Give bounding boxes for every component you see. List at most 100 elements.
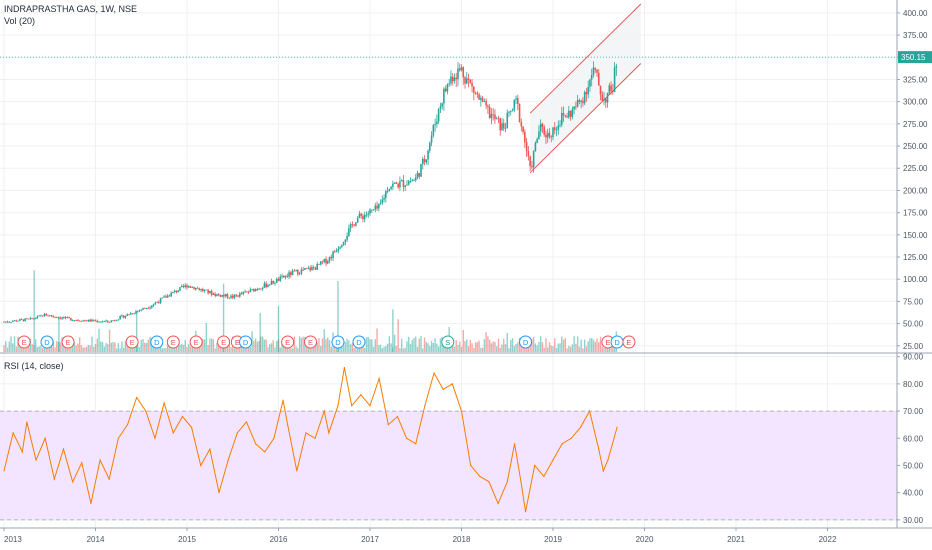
volume-bar (541, 342, 544, 352)
candle-body (520, 122, 523, 127)
volume-bar (344, 341, 347, 352)
event-marker-label: E (626, 338, 631, 347)
rsi-point (369, 405, 371, 407)
rsi-point (273, 437, 275, 439)
candle-body (404, 185, 406, 187)
candle-body (321, 261, 324, 263)
candle-body (34, 318, 37, 319)
volume-bar (459, 341, 461, 352)
candle-body (420, 164, 422, 177)
rsi-point (108, 478, 110, 480)
candle-body (205, 289, 208, 291)
volume-bar (566, 348, 568, 352)
candle-body (583, 92, 586, 104)
candle-body (77, 320, 79, 321)
year-tick-label: 2013 (4, 535, 22, 544)
candle-body (478, 94, 480, 100)
candle-body (560, 113, 563, 125)
volume-bar (513, 345, 515, 352)
volume-bar (314, 341, 317, 352)
volume-bar (138, 347, 141, 352)
volume-bar (511, 338, 514, 352)
volume-bar (300, 337, 303, 352)
candle-body (228, 297, 231, 299)
volume-bar (103, 346, 105, 352)
candle-body (457, 68, 459, 80)
volume-bar (202, 339, 204, 352)
candle-body (17, 320, 19, 322)
volume-bar (411, 340, 413, 352)
rsi-point (479, 475, 481, 477)
event-marker (125, 335, 139, 349)
candle-body (594, 67, 597, 70)
volume-bar (254, 338, 257, 352)
volume-bar (94, 344, 97, 352)
rsi-point (3, 470, 5, 472)
price-tick-label: 300.00 (903, 98, 928, 107)
candle-body (356, 218, 359, 223)
volume-bar (219, 343, 222, 352)
volume-bar (393, 334, 396, 352)
candle-body (400, 180, 403, 182)
volume-bar (591, 338, 593, 352)
volume-bar (576, 336, 579, 352)
event-marker-label: D (44, 338, 50, 347)
rsi-tick-label: 90.00 (903, 353, 924, 362)
candle-body (362, 215, 364, 219)
volume-bar (406, 341, 408, 352)
volume-bar (144, 342, 146, 352)
volume-bar (503, 338, 505, 352)
volume-bar (578, 346, 581, 352)
candle-body (386, 191, 389, 192)
candle-body (573, 106, 575, 110)
rsi-pane[interactable] (0, 366, 897, 521)
candle-body (351, 224, 354, 225)
candle-body (168, 295, 171, 297)
event-marker-label: D (614, 338, 620, 347)
candle-body (532, 151, 535, 168)
candle-body (569, 110, 572, 117)
volume-bar (75, 345, 77, 352)
candle-body (444, 88, 447, 92)
volume-spike (33, 270, 35, 352)
volume-bar (290, 348, 292, 352)
event-marker (189, 335, 203, 349)
volume-bar (423, 337, 426, 352)
price-tick-label: 375.00 (903, 31, 928, 40)
candle-body (531, 166, 533, 168)
candle-body (298, 273, 301, 275)
candle-body (318, 263, 320, 265)
volume-bar (293, 336, 296, 352)
volume-bar (415, 336, 417, 352)
volume-bar (418, 338, 420, 352)
rsi-point (172, 432, 174, 434)
candle-body (590, 74, 593, 80)
volume-bar (330, 346, 332, 352)
rsi-point (433, 372, 435, 374)
candle-body (210, 290, 213, 295)
candle-body (483, 100, 486, 102)
volume-bar (261, 336, 264, 352)
event-marker (150, 335, 164, 349)
candle-body (312, 267, 315, 268)
volume-bar (531, 339, 533, 352)
candle-body (411, 180, 414, 182)
candle-body (363, 214, 366, 219)
candle-body (184, 285, 187, 287)
candle-body (409, 181, 412, 182)
candle-body (240, 293, 243, 295)
volume-bar (209, 338, 211, 352)
volume-bar (122, 347, 125, 352)
candle-body (297, 269, 299, 275)
candle-body (504, 128, 507, 129)
volume-bar (73, 342, 76, 352)
rsi-point (21, 451, 23, 453)
year-tick-label: 2020 (636, 535, 654, 544)
rsi-point (245, 421, 248, 423)
candle-body (425, 159, 428, 163)
volume-bar (596, 338, 598, 352)
candle-body (101, 321, 104, 323)
candle-body (237, 295, 239, 297)
